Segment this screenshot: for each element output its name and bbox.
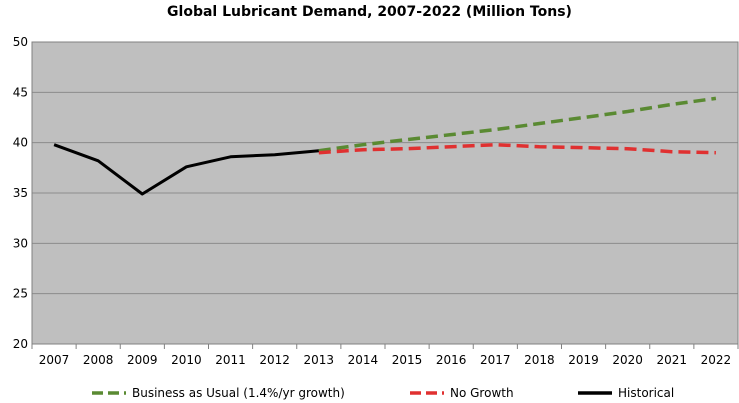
y-tick-label: 20 <box>13 337 28 351</box>
series-lines <box>53 96 717 196</box>
y-tick-label: 50 <box>13 35 28 49</box>
legend-label: No Growth <box>450 386 514 400</box>
x-tick-label: 2008 <box>83 353 114 367</box>
x-tick-label: 2017 <box>480 353 511 367</box>
x-tick-label: 2020 <box>612 353 643 367</box>
x-tick-label: 2021 <box>657 353 688 367</box>
series-line-historical <box>53 143 319 196</box>
x-tick-label: 2007 <box>39 353 70 367</box>
y-tick-label: 40 <box>13 136 28 150</box>
x-tick-label: 2010 <box>171 353 202 367</box>
y-tick-label: 30 <box>13 236 28 250</box>
series-line-no-growth <box>318 142 716 155</box>
x-axis: 2007 2008 2009 2010 2011 2012 2013 2014 2015 2016… <box>31 344 739 367</box>
y-tick-label: 25 <box>13 287 28 301</box>
y-tick-label: 45 <box>13 85 28 99</box>
x-tick-label: 2013 <box>304 353 335 367</box>
x-tick-label: 2014 <box>348 353 379 367</box>
chart-title: Global Lubricant Demand, 2007-2022 (Mill… <box>167 4 572 20</box>
x-tick-label: 2016 <box>436 353 467 367</box>
y-tick-label: 35 <box>13 186 28 200</box>
series-line-business-as-usual-1-4-yr-growth <box>318 96 717 153</box>
y-axis: 20 25 30 35 40 45 50 <box>13 35 28 351</box>
x-tick-label: 2018 <box>524 353 555 367</box>
x-tick-label: 2022 <box>701 353 732 367</box>
x-tick-label: 2011 <box>215 353 246 367</box>
x-tick-label: 2019 <box>568 353 599 367</box>
x-tick-label: 2009 <box>127 353 158 367</box>
legend-label: Business as Usual (1.4%/yr growth) <box>132 386 345 400</box>
legend: Business as Usual (1.4%/yr growth) No Gro… <box>92 386 674 400</box>
legend-label: Historical <box>618 386 674 400</box>
gridlines <box>32 91 738 295</box>
x-tick-label: 2012 <box>259 353 290 367</box>
x-tick-label: 2015 <box>392 353 423 367</box>
